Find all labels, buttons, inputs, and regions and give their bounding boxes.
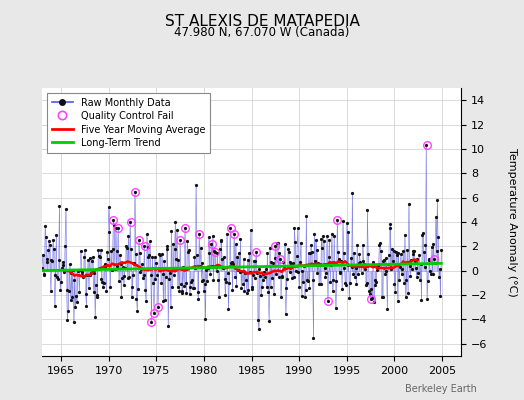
Text: Berkeley Earth: Berkeley Earth bbox=[405, 384, 477, 394]
Y-axis label: Temperature Anomaly (°C): Temperature Anomaly (°C) bbox=[507, 148, 517, 296]
Text: 47.980 N, 67.070 W (Canada): 47.980 N, 67.070 W (Canada) bbox=[174, 26, 350, 39]
Text: ST ALEXIS DE MATAPEDIA: ST ALEXIS DE MATAPEDIA bbox=[165, 14, 359, 29]
Legend: Raw Monthly Data, Quality Control Fail, Five Year Moving Average, Long-Term Tren: Raw Monthly Data, Quality Control Fail, … bbox=[47, 93, 210, 153]
